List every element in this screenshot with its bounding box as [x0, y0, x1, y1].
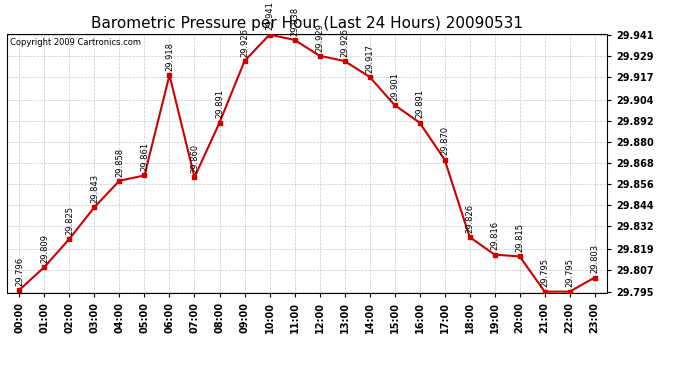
Text: 29.941: 29.941 [265, 2, 274, 30]
Text: 29.901: 29.901 [390, 72, 399, 101]
Text: 29.861: 29.861 [140, 142, 149, 171]
Text: 29.926: 29.926 [340, 28, 349, 57]
Text: 29.929: 29.929 [315, 23, 324, 52]
Text: 29.826: 29.826 [465, 204, 474, 233]
Text: 29.926: 29.926 [240, 28, 249, 57]
Text: 29.795: 29.795 [540, 258, 549, 288]
Text: 29.891: 29.891 [215, 90, 224, 118]
Text: 29.825: 29.825 [65, 206, 74, 235]
Text: 29.917: 29.917 [365, 44, 374, 73]
Text: 29.796: 29.796 [15, 256, 24, 286]
Text: 29.815: 29.815 [515, 223, 524, 252]
Text: 29.816: 29.816 [490, 221, 499, 251]
Text: 29.809: 29.809 [40, 234, 49, 263]
Text: 29.858: 29.858 [115, 147, 124, 177]
Text: 29.860: 29.860 [190, 144, 199, 173]
Title: Barometric Pressure per Hour (Last 24 Hours) 20090531: Barometric Pressure per Hour (Last 24 Ho… [91, 16, 523, 31]
Text: 29.870: 29.870 [440, 126, 449, 156]
Text: 29.803: 29.803 [590, 244, 599, 273]
Text: 29.843: 29.843 [90, 174, 99, 203]
Text: 29.918: 29.918 [165, 42, 174, 71]
Text: 29.795: 29.795 [565, 258, 574, 288]
Text: Copyright 2009 Cartronics.com: Copyright 2009 Cartronics.com [10, 38, 141, 46]
Text: 29.938: 29.938 [290, 7, 299, 36]
Text: 29.891: 29.891 [415, 90, 424, 118]
